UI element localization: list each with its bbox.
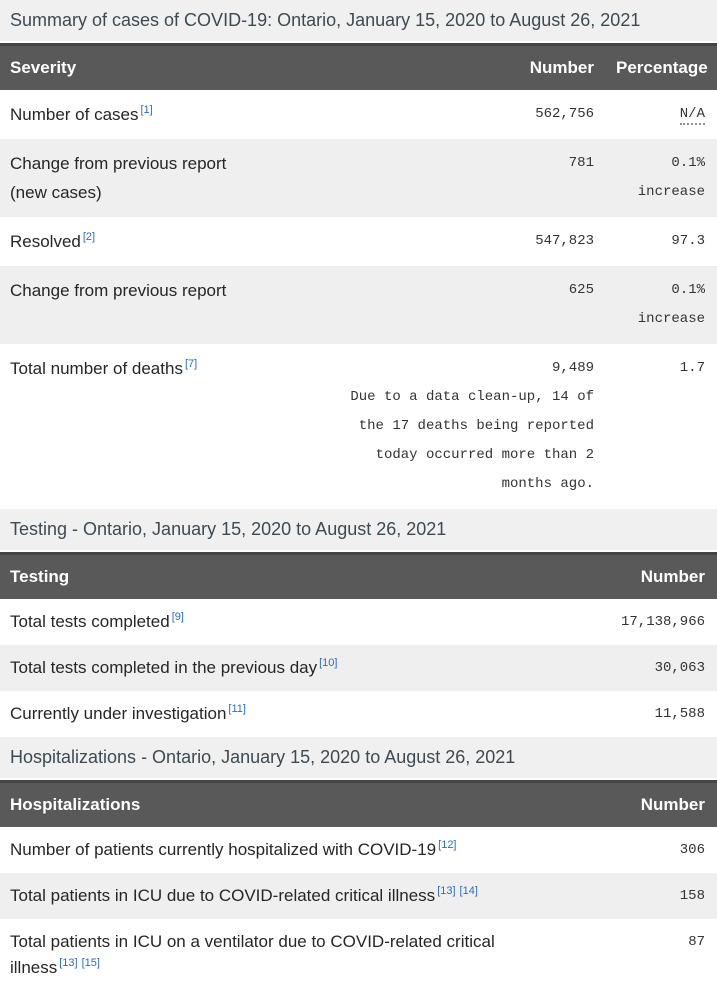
footnote-link-14[interactable]: [14] bbox=[459, 885, 478, 898]
summary-table: Severity Number Percentage Number of cas… bbox=[0, 43, 717, 509]
row-number-value: 781 bbox=[334, 139, 604, 217]
row-label: Number of cases bbox=[10, 105, 139, 124]
footnote-link-11[interactable]: [11] bbox=[228, 703, 246, 716]
row-label-cell: Change from previous report bbox=[0, 266, 334, 344]
row-number-value: 17,138,966 bbox=[620, 614, 705, 630]
hospitalizations-section-title: Hospitalizations - Ontario, January 15, … bbox=[0, 737, 717, 778]
row-percentage-value: 0.1% increase bbox=[604, 266, 717, 344]
row-label: Resolved bbox=[10, 232, 81, 251]
table-row-total-deaths: Total number of deaths [7] 9,489 Due to a … bbox=[0, 344, 717, 509]
footnote-link-7[interactable]: [7] bbox=[184, 358, 198, 371]
table-row-tests-previous-day: Total tests completed in the previous da… bbox=[0, 645, 717, 691]
summary-table-header-row: Severity Number Percentage bbox=[0, 43, 717, 90]
row-label-cell: Resolved [2] bbox=[0, 217, 334, 266]
footnote-link-10[interactable]: [10] bbox=[319, 657, 338, 670]
row-label-cell: Total tests completed [9] bbox=[0, 599, 597, 645]
footnote-link-1[interactable]: [1] bbox=[140, 104, 153, 117]
column-header-number: Number bbox=[597, 780, 717, 827]
table-row-total-tests: Total tests completed [9] 17,138,966 bbox=[0, 599, 717, 645]
row-label-cell: Number of patients currently hospitalize… bbox=[0, 827, 597, 873]
hospitalizations-section: Hospitalizations - Ontario, January 15, … bbox=[0, 737, 717, 991]
row-label-cell: Total patients in ICU due to COVID-relat… bbox=[0, 873, 597, 919]
footnote-link-15[interactable]: [15] bbox=[81, 957, 100, 970]
row-number-value: 625 bbox=[334, 266, 604, 344]
row-label: Total tests completed bbox=[10, 612, 170, 631]
row-label-cell: Total patients in ICU on a ventilator du… bbox=[0, 919, 597, 991]
hospitalizations-table: Hospitalizations Number Number of patien… bbox=[0, 780, 717, 991]
column-header-hospitalizations: Hospitalizations bbox=[0, 780, 597, 827]
row-label-cell: Total number of deaths [7] bbox=[0, 344, 334, 509]
row-label: Total number of deaths bbox=[10, 359, 183, 378]
row-label: Change from previous report (new cases) bbox=[10, 154, 227, 202]
testing-section-title: Testing - Ontario, January 15, 2020 to A… bbox=[0, 509, 717, 550]
row-label: Total patients in ICU due to COVID-relat… bbox=[10, 886, 436, 905]
row-label: Total tests completed in the previous da… bbox=[10, 658, 318, 677]
table-row-icu: Total patients in ICU due to COVID-relat… bbox=[0, 873, 717, 919]
na-abbreviation: N/A bbox=[679, 106, 705, 125]
column-header-percentage: Percentage bbox=[604, 43, 717, 90]
table-row-change-new-cases: Change from previous report (new cases) … bbox=[0, 139, 717, 217]
row-percentage-value: 0.1% increase bbox=[604, 139, 717, 217]
table-row-under-investigation: Currently under investigation [11] 11,588 bbox=[0, 691, 717, 737]
row-number-value: 30,063 bbox=[597, 645, 717, 691]
row-number-value: 87 bbox=[688, 934, 705, 950]
row-label-cell: Total tests completed in the previous da… bbox=[0, 645, 597, 691]
table-row-hospitalized: Number of patients currently hospitalize… bbox=[0, 827, 717, 873]
row-label: Currently under investigation bbox=[10, 704, 227, 723]
row-number-value: 562,756 bbox=[535, 106, 594, 122]
footnote-link-13[interactable]: [13] bbox=[59, 957, 78, 970]
column-header-number: Number bbox=[597, 552, 717, 599]
footnote-link-2[interactable]: [2] bbox=[82, 231, 96, 244]
deaths-number: 9,489 bbox=[551, 360, 594, 376]
summary-section-title: Summary of cases of COVID-19: Ontario, J… bbox=[0, 0, 717, 41]
row-label-cell: Number of cases [1] bbox=[0, 90, 334, 139]
row-number-value: 547,823 bbox=[535, 233, 594, 249]
column-header-number: Number bbox=[334, 43, 604, 90]
row-label: Number of patients currently hospitalize… bbox=[10, 840, 437, 859]
testing-table-header-row: Testing Number bbox=[0, 552, 717, 599]
column-header-severity: Severity bbox=[0, 43, 334, 90]
table-row-resolved: Resolved [2] 547,823 97.3 bbox=[0, 217, 717, 266]
row-number-value: 9,489 Due to a data clean-up, 14 of the 1… bbox=[334, 344, 604, 509]
table-row-change-resolved: Change from previous report 625 0.1% inc… bbox=[0, 266, 717, 344]
footnote-link-12[interactable]: [12] bbox=[438, 839, 457, 852]
footnote-link-9[interactable]: [9] bbox=[171, 611, 184, 624]
row-percentage-value: 97.3 bbox=[671, 233, 705, 249]
testing-section: Testing - Ontario, January 15, 2020 to A… bbox=[0, 509, 717, 737]
row-label-cell: Change from previous report (new cases) bbox=[0, 139, 334, 217]
row-label: Change from previous report bbox=[10, 281, 227, 300]
row-percentage-value: N/A bbox=[604, 90, 717, 139]
table-row-number-of-cases: Number of cases [1] 562,756 N/A bbox=[0, 90, 717, 139]
row-label-cell: Currently under investigation [11] bbox=[0, 691, 597, 737]
row-number-value: 306 bbox=[679, 842, 705, 858]
column-header-testing: Testing bbox=[0, 552, 597, 599]
hospitalizations-table-header-row: Hospitalizations Number bbox=[0, 780, 717, 827]
testing-table: Testing Number Total tests completed [9] … bbox=[0, 552, 717, 737]
row-number-value: 11,588 bbox=[654, 706, 705, 722]
row-percentage-value: 1.7 bbox=[679, 360, 705, 376]
deaths-data-cleanup-note: Due to a data clean-up, 14 of the 17 dea… bbox=[350, 389, 594, 492]
summary-section: Summary of cases of COVID-19: Ontario, J… bbox=[0, 0, 717, 509]
table-row-icu-ventilator: Total patients in ICU on a ventilator du… bbox=[0, 919, 717, 991]
footnote-link-13[interactable]: [13] bbox=[437, 885, 456, 898]
row-number-value: 158 bbox=[597, 873, 717, 919]
